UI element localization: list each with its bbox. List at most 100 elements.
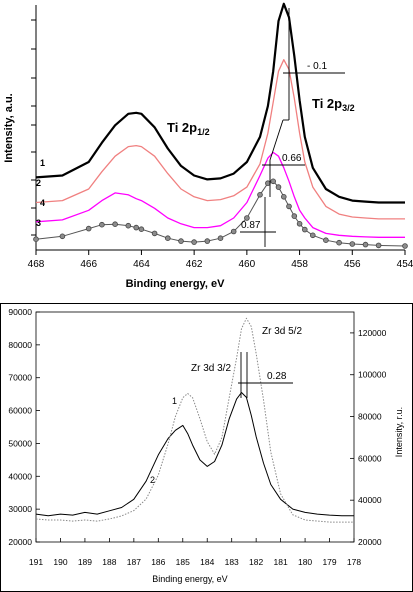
ti-series-3-point — [178, 238, 184, 244]
ti-series-3-point — [309, 232, 316, 239]
zr-3d-chart: 20000 30000 40000 50000 60000 70000 80000 90000… — [0, 303, 413, 592]
zr-right-y-tick-label: 120000 — [358, 328, 387, 338]
zr-series-label-2: 2 — [150, 475, 155, 485]
zr-series-1-line — [35, 317, 354, 523]
ti-series-3-point — [323, 237, 329, 244]
zr-x-tick-label: 186 — [151, 557, 165, 567]
ti-x-tick-label: 460 — [239, 259, 256, 270]
ti-shift-value-2: 0.66 — [282, 153, 302, 164]
ti-chart-ticks — [31, 19, 36, 236]
ti-series-1-line — [35, 2, 405, 204]
ti-x-tick-label: 462 — [186, 259, 203, 270]
zr-right-y-axis-label: Intensity, r.u. — [394, 407, 404, 457]
zr-x-tick-label: 184 — [200, 557, 214, 567]
zr-x-tick-label: 188 — [102, 557, 116, 567]
ti-series-label-3: 3 — [36, 218, 41, 228]
zr-series-group — [35, 317, 354, 523]
zr-right-y-tick-label: 100000 — [358, 370, 387, 380]
ti-series-3-point — [85, 225, 92, 232]
ti-x-tick-label: 464 — [133, 259, 150, 270]
ti-series-3-point — [99, 221, 105, 228]
zr-x-tick-label: 181 — [274, 557, 288, 567]
ti-shift-value-3: 0.87 — [241, 220, 261, 231]
zr-x-axis-label: Binding energy, eV — [152, 574, 227, 584]
zr-x-tick-label: 191 — [29, 557, 43, 567]
zr-left-y-ticks: 20000 30000 40000 50000 60000 70000 80000 90000 — [8, 307, 40, 547]
zr-3d52-label: Zr 3d 5/2 — [262, 326, 302, 337]
ti-series-3-point — [275, 184, 282, 190]
ti-shift-value-1: - 0.1 — [307, 61, 327, 72]
zr-left-y-tick-label: 50000 — [8, 438, 32, 448]
ti-series-3-point — [138, 226, 145, 233]
zr-x-tick-label: 190 — [53, 557, 67, 567]
ti-series-3-point — [291, 213, 298, 219]
ti-series-3-point — [375, 242, 382, 249]
ti-y-axis-label: Intensity, a.u. — [3, 93, 15, 162]
zr-left-y-tick-label: 70000 — [8, 373, 32, 383]
ti-shift-diag — [269, 119, 284, 161]
ti-series-3-point — [165, 235, 171, 242]
ti-series-label-2: 2 — [36, 178, 41, 188]
zr-shift-markers — [238, 352, 293, 398]
zr-x-ticks: 191 190 189 188 187 186 185 184 183 182 181 180 179 1… — [29, 538, 361, 567]
ti-series-group — [33, 2, 408, 249]
ti-series-3-point — [133, 224, 140, 231]
zr-x-tick-label: 178 — [347, 557, 361, 567]
ti-x-tick-label: 458 — [291, 259, 308, 270]
ti-series-3-point — [257, 192, 263, 198]
ti-series-3-point — [286, 203, 292, 210]
zr-left-y-tick-label: 80000 — [8, 340, 32, 350]
zr-right-y-tick-label: 20000 — [358, 537, 382, 547]
zr-left-y-tick-label: 60000 — [8, 406, 32, 416]
ti-x-tick-label: 468 — [28, 259, 45, 270]
zr-shift-value: 0.28 — [267, 371, 287, 382]
ti-series-3-point — [280, 194, 287, 200]
ti-series-3-point — [270, 178, 277, 185]
ti-2p12-label: Ti 2p1/2 — [167, 120, 210, 137]
ti-series-3-point — [296, 221, 303, 227]
zr-x-tick-label: 179 — [322, 557, 336, 567]
zr-right-y-tick-label: 80000 — [358, 412, 382, 422]
zr-left-y-tick-label: 20000 — [8, 537, 32, 547]
ti-series-3-point — [125, 222, 132, 229]
ti-series-3-point — [244, 215, 250, 221]
ti-series-3-point — [402, 243, 408, 249]
ti-2p32-label: Ti 2p3/2 — [312, 96, 355, 113]
zr-chart-frame — [0, 303, 413, 592]
ti-series-3-point — [336, 239, 342, 246]
zr-left-y-tick-label: 90000 — [8, 307, 32, 317]
ti-2p-chart: 468 466 464 462 460 458 456 454 Binding energy,… — [0, 0, 413, 303]
ti-x-tick-label: 454 — [397, 259, 413, 270]
zr-x-tick-label: 189 — [78, 557, 92, 567]
ti-series-3-point — [112, 221, 118, 228]
zr-x-tick-label: 185 — [176, 557, 190, 567]
zr-series-label-1: 1 — [172, 396, 177, 406]
ti-series-3-point — [151, 230, 158, 237]
ti-series-3-point — [362, 241, 369, 248]
zr-x-tick-label: 187 — [127, 557, 141, 567]
ti-x-tick-label: 456 — [344, 259, 361, 270]
ti-series-label-4: 4 — [40, 198, 45, 208]
ti-series-2-line — [35, 59, 405, 220]
ti-series-3-point — [33, 236, 39, 243]
ti-series-3-point — [217, 235, 224, 242]
ti-x-tick-labels: 468 466 464 462 460 458 456 454 — [28, 250, 413, 270]
zr-left-y-tick-label: 40000 — [8, 471, 32, 481]
ti-chart-background — [0, 0, 413, 303]
ti-series-3-point — [59, 233, 66, 240]
zr-x-tick-label: 183 — [225, 557, 239, 567]
ti-series-3-point — [301, 226, 308, 233]
ti-x-axis-label: Binding energy, eV — [126, 278, 225, 290]
ti-series-3-point — [230, 228, 237, 235]
ti-series-3-point — [191, 239, 197, 245]
zr-plot-area — [35, 311, 355, 543]
ti-x-tick-label: 466 — [80, 259, 97, 270]
ti-shift-markers — [240, 8, 345, 247]
zr-left-y-tick-label: 30000 — [8, 504, 32, 514]
zr-right-y-ticks: 20000 40000 60000 80000 100000 120000 — [350, 328, 387, 547]
zr-series-2-line — [35, 392, 354, 517]
ti-series-3-point — [349, 241, 356, 247]
zr-right-y-tick-label: 40000 — [358, 495, 382, 505]
zr-3d32-label: Zr 3d 3/2 — [191, 363, 231, 374]
